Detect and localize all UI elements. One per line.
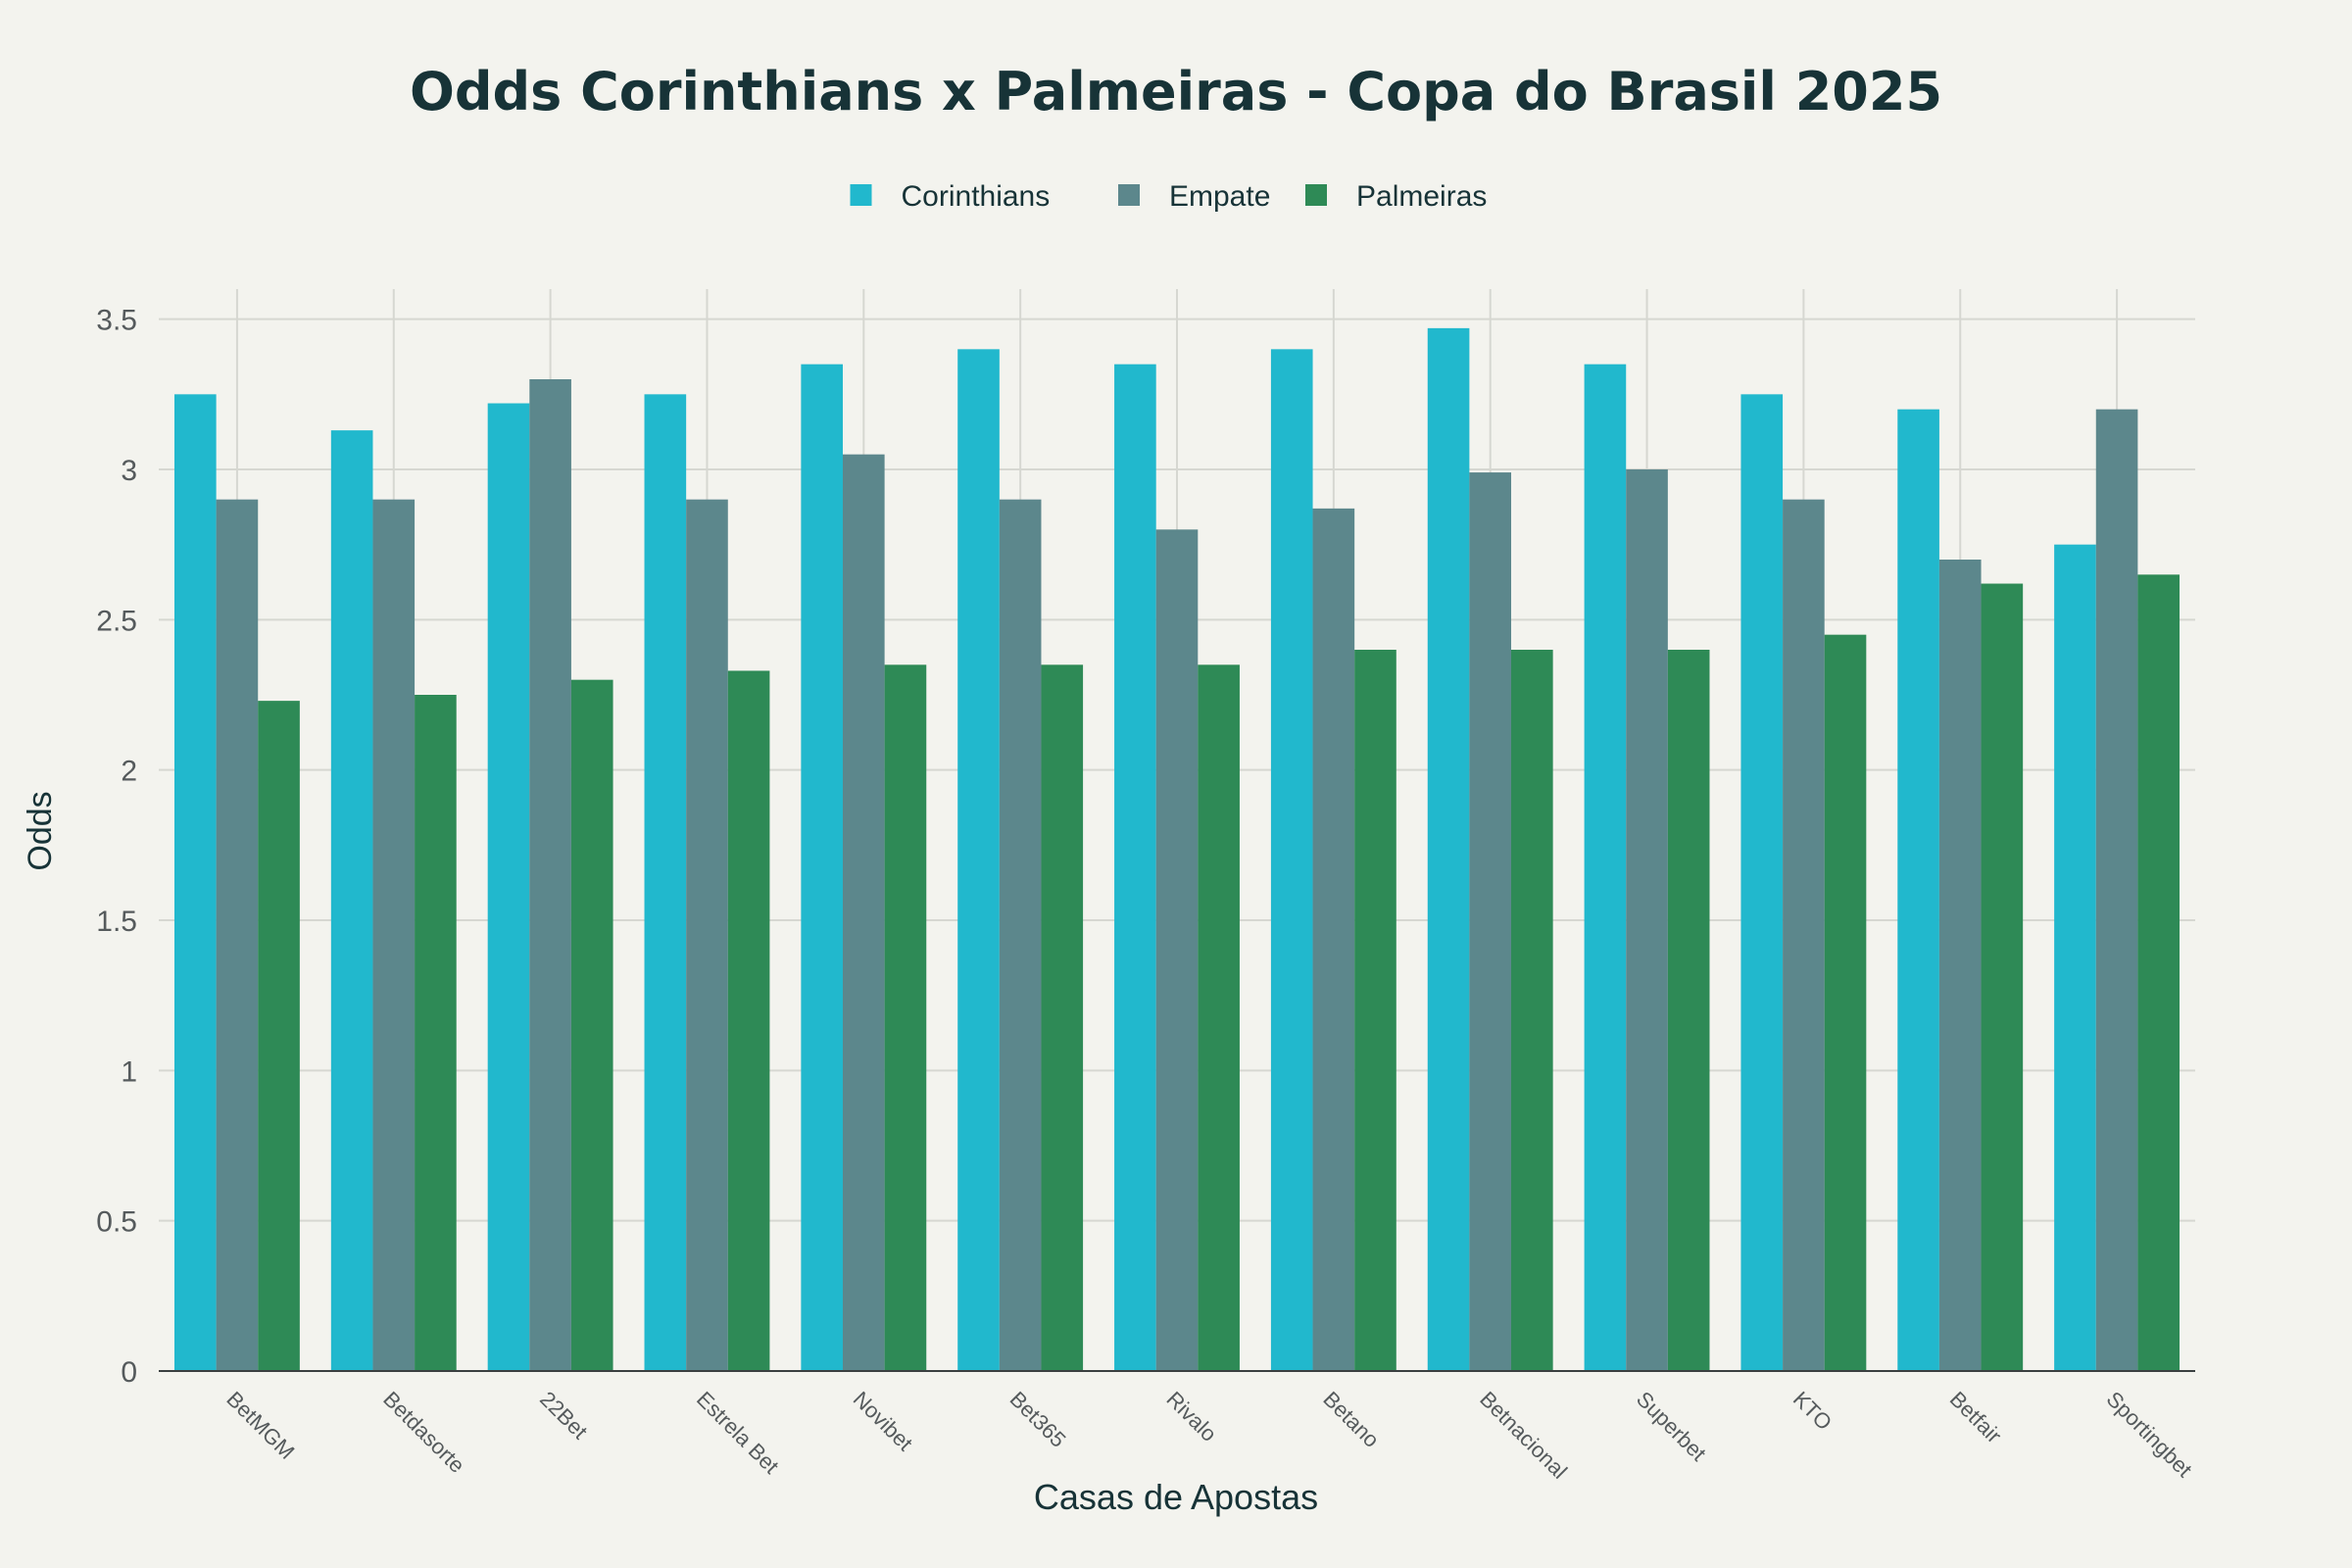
legend-swatch [1305, 184, 1327, 206]
bar-group [1270, 349, 1396, 1371]
bar-corinthians [2054, 544, 2096, 1371]
legend-item: Palmeiras [1305, 180, 1487, 213]
bar-empate [372, 499, 416, 1372]
legend-label: Corinthians [902, 180, 1051, 213]
x-axis-title: Casas de Apostas [1034, 1477, 1318, 1517]
bar-corinthians [173, 394, 217, 1371]
legend-item: Corinthians [850, 180, 1051, 213]
bar-group [644, 394, 770, 1372]
bar-group [487, 379, 613, 1371]
y-axis-ticks: 0 0.5 1 1.5 2 2.5 3 3.5 [96, 305, 137, 1389]
bar-palmeiras [2137, 574, 2180, 1371]
bar-palmeiras [1667, 650, 1710, 1371]
bar-palmeiras [884, 664, 927, 1371]
bar-group [330, 430, 457, 1372]
bar-group [2054, 409, 2180, 1372]
bar-corinthians [1740, 394, 1784, 1371]
bar-corinthians [801, 364, 843, 1372]
bar-empate [842, 454, 885, 1372]
legend-item: Empate [1118, 180, 1270, 213]
y-tick-label: 2.5 [96, 605, 137, 637]
bar-palmeiras [727, 670, 770, 1371]
bar-empate [1155, 529, 1199, 1371]
bar-corinthians [330, 430, 373, 1372]
bar-group [1427, 327, 1553, 1372]
y-tick-label: 0 [121, 1356, 137, 1389]
y-tick-label: 3 [121, 455, 137, 487]
y-tick-label: 1.5 [96, 906, 137, 938]
y-tick-label: 3.5 [96, 305, 137, 337]
bar-empate [1938, 560, 1982, 1371]
chart-title: Odds Corinthians x Palmeiras - Copa do B… [410, 61, 1942, 122]
bar-palmeiras [258, 701, 300, 1371]
bar-palmeiras [1354, 650, 1396, 1371]
bar-corinthians [644, 394, 687, 1371]
bar-corinthians [957, 349, 1000, 1371]
bar-palmeiras [415, 695, 457, 1371]
bar-group [957, 349, 1084, 1372]
y-tick-label: 1 [121, 1055, 137, 1088]
bar-palmeiras [1041, 664, 1084, 1371]
bar-corinthians [1427, 327, 1470, 1371]
y-tick-label: 2 [121, 756, 137, 788]
legend-label: Palmeiras [1356, 180, 1487, 213]
bars [173, 327, 2180, 1372]
legend: Corinthians Empate Palmeiras [850, 180, 1487, 213]
y-axis-title: Odds [22, 791, 59, 870]
bar-empate [1312, 508, 1355, 1371]
bar-empate [216, 499, 259, 1372]
bar-empate [999, 499, 1042, 1372]
bar-corinthians [1270, 349, 1313, 1371]
bar-palmeiras [1511, 650, 1553, 1371]
bar-group [801, 364, 927, 1372]
bar-empate [2095, 409, 2138, 1372]
bar-group [173, 394, 300, 1372]
bar-group [1114, 364, 1240, 1372]
bar-corinthians [1114, 364, 1156, 1372]
bar-empate [686, 499, 728, 1372]
legend-swatch [1118, 184, 1140, 206]
bar-group [1584, 364, 1710, 1372]
legend-label: Empate [1169, 180, 1270, 213]
bar-empate [529, 379, 571, 1371]
legend-swatch [850, 184, 872, 206]
bar-empate [1469, 472, 1512, 1372]
bar-group [1897, 409, 2024, 1372]
bar-palmeiras [1198, 664, 1240, 1371]
bar-palmeiras [1981, 583, 2024, 1371]
bar-group [1740, 394, 1867, 1372]
bar-corinthians [1897, 409, 1939, 1372]
bar-palmeiras [1824, 634, 1867, 1371]
bar-empate [1783, 499, 1825, 1372]
y-tick-label: 0.5 [96, 1206, 137, 1239]
bar-corinthians [487, 403, 530, 1371]
bar-empate [1626, 469, 1668, 1371]
bar-corinthians [1584, 364, 1627, 1372]
bar-palmeiras [570, 679, 613, 1371]
